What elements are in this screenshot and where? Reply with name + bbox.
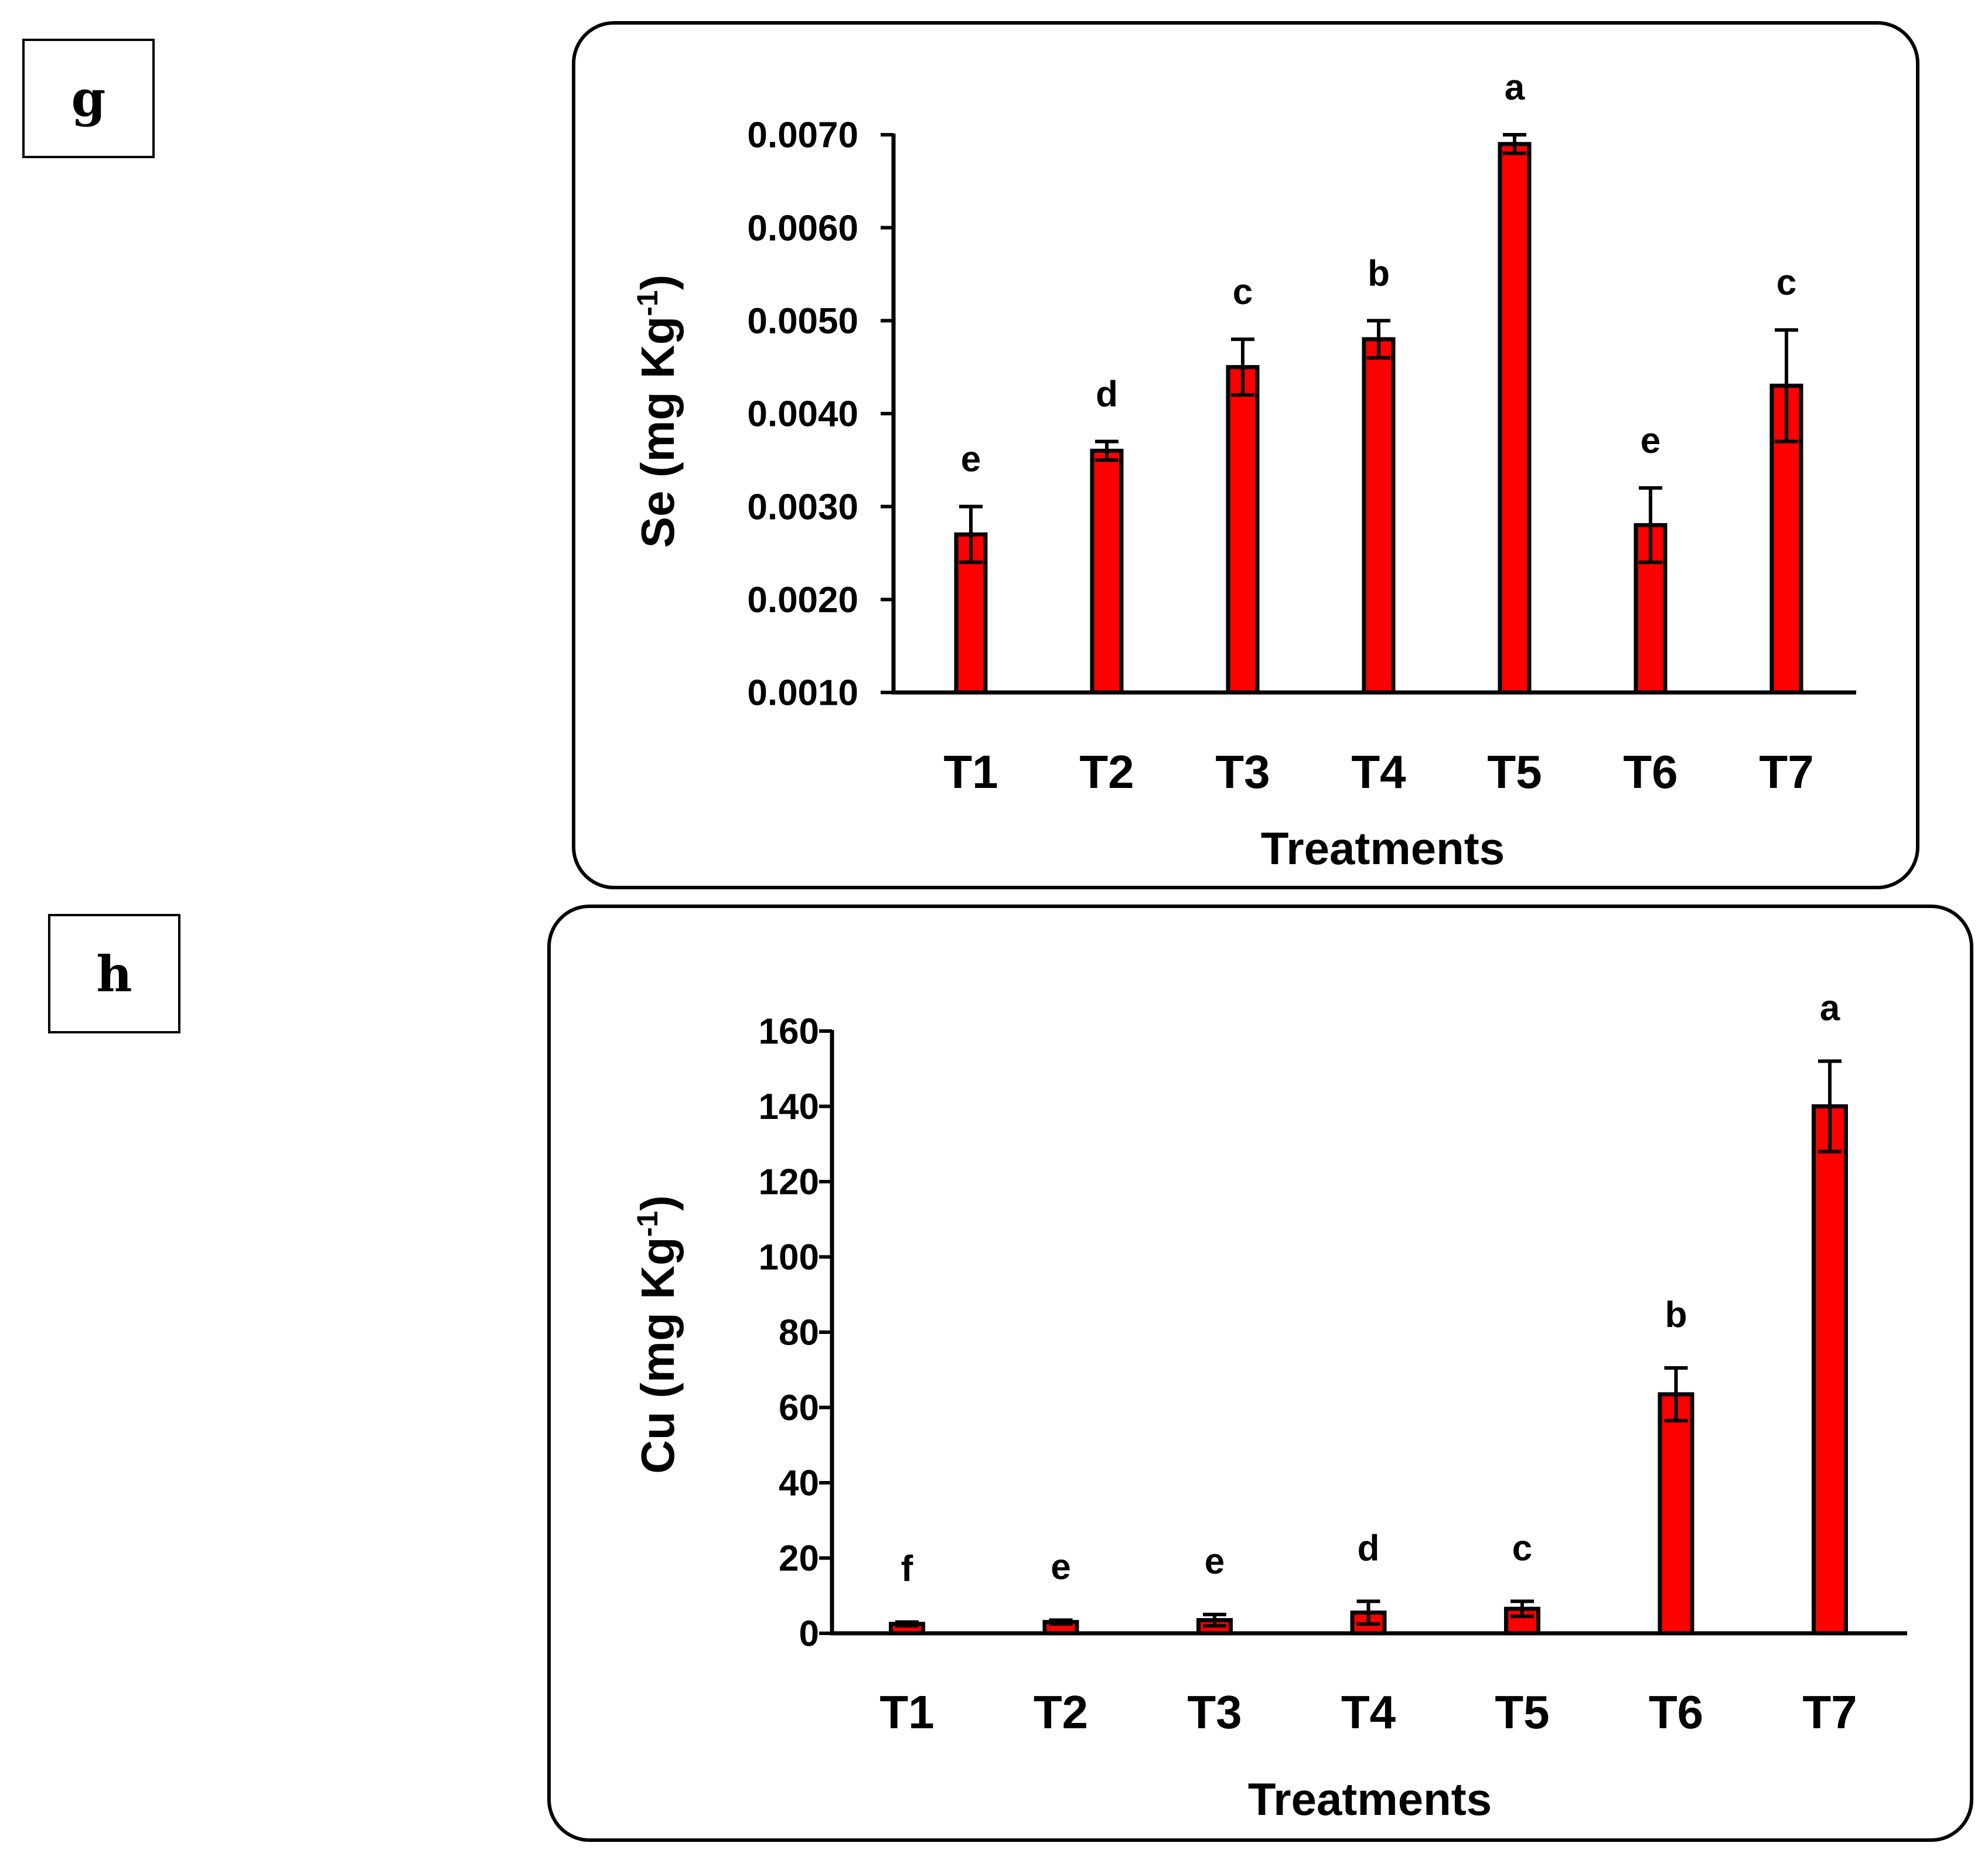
y-axis-title-end: ) (632, 275, 684, 291)
bar-T7 (1812, 1104, 1848, 1636)
x-tick-label: T5 (1487, 746, 1542, 798)
significance-letter: e (961, 439, 981, 480)
y-tick-label: 140 (759, 1087, 819, 1127)
x-tick-label: T7 (1759, 746, 1813, 798)
significance-letter: f (901, 1549, 913, 1589)
y-tick-label: 20 (779, 1538, 819, 1579)
significance-letter: c (1512, 1528, 1532, 1568)
significance-letter: b (1368, 253, 1390, 294)
significance-letter: e (1051, 1547, 1070, 1588)
significance-letter: c (1776, 262, 1796, 303)
x-tick-label: T7 (1802, 1686, 1857, 1738)
significance-letter: b (1665, 1295, 1687, 1335)
y-tick-label: 0.0070 (747, 115, 858, 156)
chart-frame-cu (547, 905, 1973, 1842)
significance-letter: a (1820, 988, 1840, 1028)
significance-letter: e (1641, 421, 1660, 461)
x-tick-label: T6 (1623, 746, 1677, 798)
bar-T5 (1498, 142, 1532, 695)
panel-label-text: h (96, 944, 132, 1003)
panel-label-g: g (22, 39, 155, 158)
significance-letter: d (1358, 1528, 1380, 1568)
y-tick-label: 0.0040 (747, 394, 858, 435)
x-tick-label: T3 (1215, 746, 1270, 798)
y-tick-label: 120 (759, 1162, 819, 1203)
y-axis-title: Se (mg Kg-1) (631, 275, 684, 548)
y-tick-label: 0.0010 (747, 673, 858, 714)
x-tick-label: T4 (1341, 1686, 1396, 1738)
y-tick-label: 100 (759, 1237, 819, 1278)
y-axis-title-main: Cu (mg Kg (632, 1237, 684, 1473)
y-axis-title-sup: -1 (631, 1211, 664, 1237)
x-tick-label: T2 (1034, 1686, 1088, 1738)
y-tick-label: 0.0020 (747, 580, 858, 620)
bar-T3 (1226, 365, 1260, 695)
significance-letter: e (1205, 1541, 1225, 1582)
significance-letter: c (1233, 272, 1253, 312)
y-axis-title-end: ) (632, 1195, 684, 1211)
x-tick-label: T4 (1351, 746, 1406, 798)
y-axis-title-main: Se (mg Kg (632, 316, 684, 548)
panel-label-h: h (48, 914, 180, 1033)
y-tick-label: 40 (779, 1463, 819, 1504)
y-tick-label: 0.0050 (747, 301, 858, 342)
x-axis-title: Treatments (1248, 1773, 1492, 1825)
x-tick-label: T5 (1495, 1686, 1549, 1738)
panel-label-text: g (71, 69, 106, 128)
significance-letter: a (1505, 67, 1525, 108)
y-tick-label: 0.0030 (747, 487, 858, 527)
bar-T2 (1090, 448, 1124, 695)
x-axis-title: Treatments (1261, 823, 1505, 874)
y-tick-label: 80 (779, 1313, 819, 1353)
x-tick-label: T1 (879, 1686, 934, 1738)
y-axis-title: Cu (mg Kg-1) (631, 1195, 684, 1473)
y-tick-label: 0.0060 (747, 208, 858, 248)
y-tick-label: 0 (799, 1614, 819, 1654)
x-tick-label: T2 (1079, 746, 1134, 798)
y-tick-label: 160 (759, 1012, 819, 1052)
bar-T4 (1362, 337, 1396, 695)
y-axis-title-sup: -1 (631, 290, 664, 316)
x-tick-label: T6 (1649, 1686, 1703, 1738)
bar-T6 (1658, 1392, 1694, 1636)
x-tick-label: T1 (943, 746, 998, 798)
y-tick-label: 60 (779, 1388, 819, 1428)
x-tick-label: T3 (1187, 1686, 1242, 1738)
significance-letter: d (1096, 374, 1118, 415)
